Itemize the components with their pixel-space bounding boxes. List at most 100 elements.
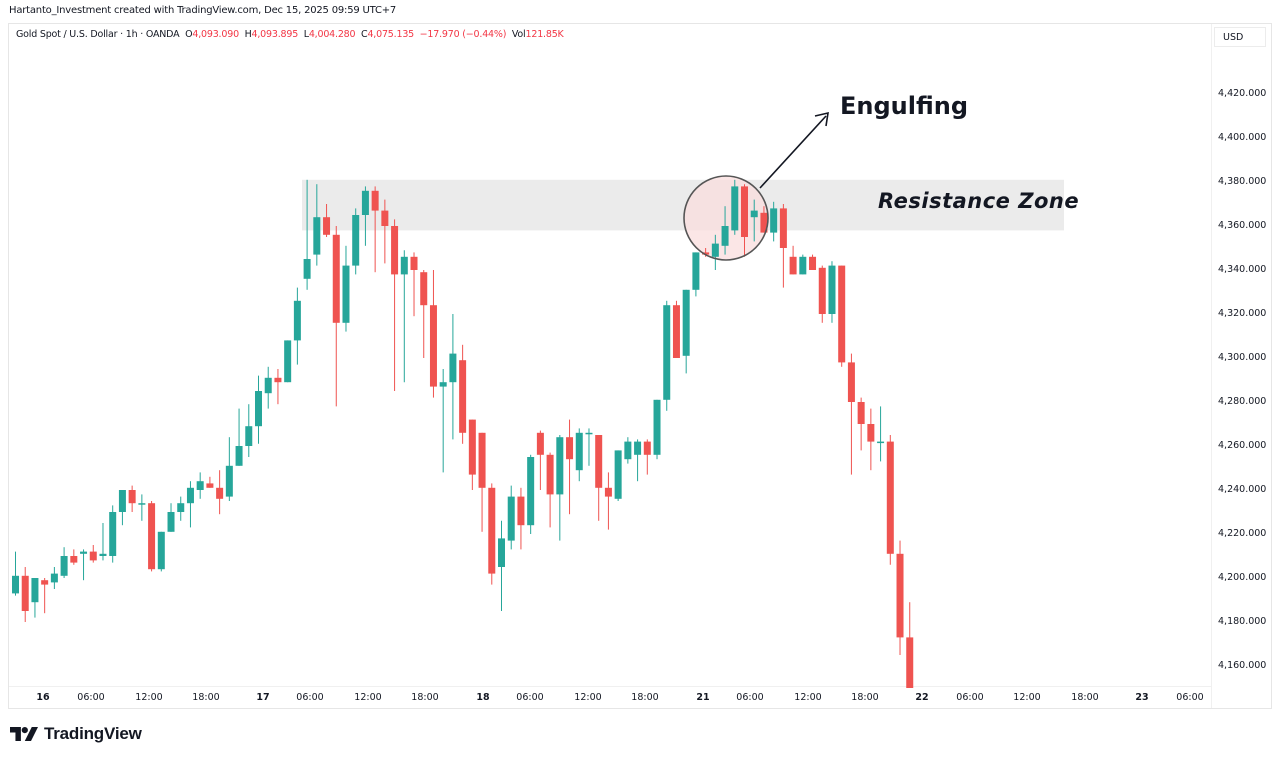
candle-bearish[interactable] bbox=[595, 435, 603, 488]
candle-bearish[interactable] bbox=[838, 265, 846, 363]
candle-bearish[interactable] bbox=[274, 377, 282, 383]
candle-bullish[interactable] bbox=[293, 300, 301, 341]
candle-bullish[interactable] bbox=[507, 496, 515, 541]
candle-bearish[interactable] bbox=[371, 190, 379, 211]
candle-bullish[interactable] bbox=[692, 252, 700, 290]
candle-bullish[interactable] bbox=[157, 531, 165, 570]
candle-bullish[interactable] bbox=[167, 512, 175, 532]
candle-bullish[interactable] bbox=[352, 215, 360, 266]
candle-bearish[interactable] bbox=[323, 217, 331, 235]
candle-bullish[interactable] bbox=[255, 391, 262, 427]
candle-bullish[interactable] bbox=[138, 503, 146, 505]
candle-bullish[interactable] bbox=[828, 265, 836, 314]
candle-bullish[interactable] bbox=[12, 575, 19, 594]
candle-bearish[interactable] bbox=[128, 490, 136, 504]
candle-bearish[interactable] bbox=[896, 553, 904, 638]
candle-bearish[interactable] bbox=[867, 424, 875, 442]
candle-bearish[interactable] bbox=[478, 432, 486, 488]
candle-bearish[interactable] bbox=[847, 362, 855, 402]
price-tick-label: 4,420.000 bbox=[1218, 88, 1267, 99]
symbol-title[interactable]: Gold Spot / U.S. Dollar · 1h · OANDA bbox=[16, 29, 180, 40]
candle-bearish[interactable] bbox=[536, 432, 544, 455]
candle-bullish[interactable] bbox=[361, 190, 369, 215]
tradingview-logo[interactable]: TradingView bbox=[10, 724, 142, 744]
candle-bullish[interactable] bbox=[653, 399, 661, 455]
candle-bearish[interactable] bbox=[391, 226, 399, 275]
candle-bearish[interactable] bbox=[41, 580, 49, 585]
candle-bullish[interactable] bbox=[177, 503, 185, 512]
candle-bearish[interactable] bbox=[70, 556, 78, 563]
candle-bearish[interactable] bbox=[789, 256, 797, 275]
candle-bearish[interactable] bbox=[332, 234, 340, 323]
candle-bullish[interactable] bbox=[770, 208, 778, 233]
candle-bullish[interactable] bbox=[614, 450, 622, 499]
candle-bearish[interactable] bbox=[702, 252, 710, 255]
candle-bullish[interactable] bbox=[303, 259, 311, 279]
candle-bullish[interactable] bbox=[556, 437, 564, 495]
candle-bullish[interactable] bbox=[342, 265, 350, 323]
candle-bearish[interactable] bbox=[468, 419, 476, 475]
candle-bearish[interactable] bbox=[643, 441, 651, 455]
candle-bullish[interactable] bbox=[449, 353, 457, 383]
candle-bearish[interactable] bbox=[886, 441, 894, 554]
candle-bearish[interactable] bbox=[21, 575, 29, 611]
candle-bullish[interactable] bbox=[624, 441, 632, 460]
candle-bullish[interactable] bbox=[186, 487, 194, 504]
candle-bearish[interactable] bbox=[741, 186, 748, 237]
candle-bearish[interactable] bbox=[420, 272, 428, 306]
candle-bearish[interactable] bbox=[89, 551, 97, 561]
candle-bearish[interactable] bbox=[148, 503, 156, 570]
candle-bullish[interactable] bbox=[109, 512, 117, 556]
candle-bearish[interactable] bbox=[809, 256, 817, 270]
candle-bullish[interactable] bbox=[118, 490, 126, 512]
candle-bullish[interactable] bbox=[284, 340, 292, 383]
candle-bullish[interactable] bbox=[585, 432, 593, 435]
candle-bearish[interactable] bbox=[818, 267, 826, 314]
candle-bullish[interactable] bbox=[196, 481, 204, 490]
candle-bearish[interactable] bbox=[566, 437, 574, 460]
candle-bullish[interactable] bbox=[527, 457, 535, 526]
candle-bullish[interactable] bbox=[31, 578, 39, 603]
candle-bullish[interactable] bbox=[245, 426, 253, 446]
candle-bearish[interactable] bbox=[760, 212, 768, 233]
candle-bullish[interactable] bbox=[711, 243, 719, 257]
candle-bearish[interactable] bbox=[857, 402, 865, 424]
candle-bearish[interactable] bbox=[604, 487, 612, 497]
candle-bullish[interactable] bbox=[750, 210, 758, 218]
candle-bullish[interactable] bbox=[682, 289, 690, 356]
close-value: 4,075.135 bbox=[367, 29, 415, 40]
candle-bearish[interactable] bbox=[779, 208, 787, 248]
candle-bullish[interactable] bbox=[225, 465, 233, 497]
candle-bearish[interactable] bbox=[546, 454, 554, 495]
candle-bearish[interactable] bbox=[517, 496, 525, 526]
price-tick-label: 4,400.000 bbox=[1218, 132, 1267, 143]
candle-bearish[interactable] bbox=[216, 487, 224, 499]
candle-bullish[interactable] bbox=[799, 256, 807, 275]
candle-bearish[interactable] bbox=[410, 256, 418, 270]
candle-bullish[interactable] bbox=[235, 446, 243, 466]
candle-bullish[interactable] bbox=[439, 382, 447, 387]
candle-bearish[interactable] bbox=[206, 483, 214, 488]
candle-bearish[interactable] bbox=[906, 637, 914, 688]
candle-bullish[interactable] bbox=[60, 556, 68, 576]
candle-bullish[interactable] bbox=[80, 551, 88, 554]
candle-bearish[interactable] bbox=[672, 305, 680, 358]
candle-bullish[interactable] bbox=[264, 377, 272, 394]
candle-bullish[interactable] bbox=[731, 186, 739, 231]
candle-bullish[interactable] bbox=[50, 573, 58, 583]
candle-bullish[interactable] bbox=[663, 305, 671, 400]
candle-bullish[interactable] bbox=[634, 441, 642, 455]
candle-bullish[interactable] bbox=[313, 217, 321, 255]
candle-bullish[interactable] bbox=[721, 226, 729, 246]
candle-bearish[interactable] bbox=[459, 360, 467, 433]
candle-bullish[interactable] bbox=[877, 441, 885, 444]
candle-bearish[interactable] bbox=[488, 487, 496, 574]
candle-bullish[interactable] bbox=[400, 256, 408, 275]
currency-button[interactable]: USD bbox=[1214, 27, 1266, 47]
candle-bullish[interactable] bbox=[575, 432, 583, 471]
candle-bearish[interactable] bbox=[381, 210, 389, 226]
candle-bullish[interactable] bbox=[498, 538, 505, 567]
candle-bearish[interactable] bbox=[429, 305, 437, 387]
candle-bullish[interactable] bbox=[99, 553, 107, 556]
